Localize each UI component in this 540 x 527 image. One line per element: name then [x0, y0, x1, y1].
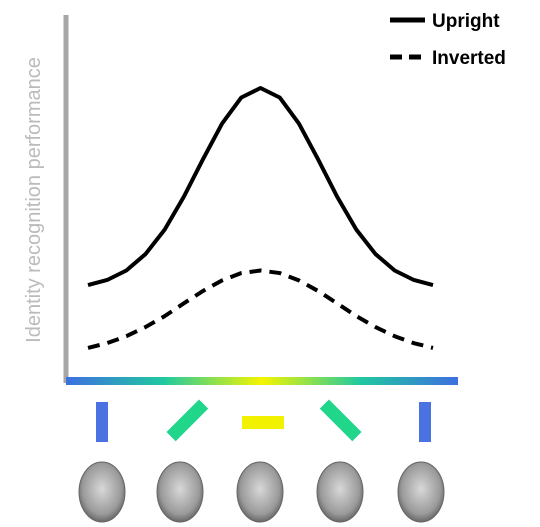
legend-label: Inverted [432, 48, 506, 69]
line [88, 271, 433, 348]
face-images [79, 462, 444, 522]
chart: Identity recognition performance Upright… [0, 0, 540, 527]
y-axis-label: Identity recognition performance [23, 57, 45, 343]
x-axis-gradient [66, 377, 458, 385]
orientation-icons [96, 399, 431, 442]
legend-label: Upright [432, 11, 500, 32]
line [88, 88, 433, 285]
